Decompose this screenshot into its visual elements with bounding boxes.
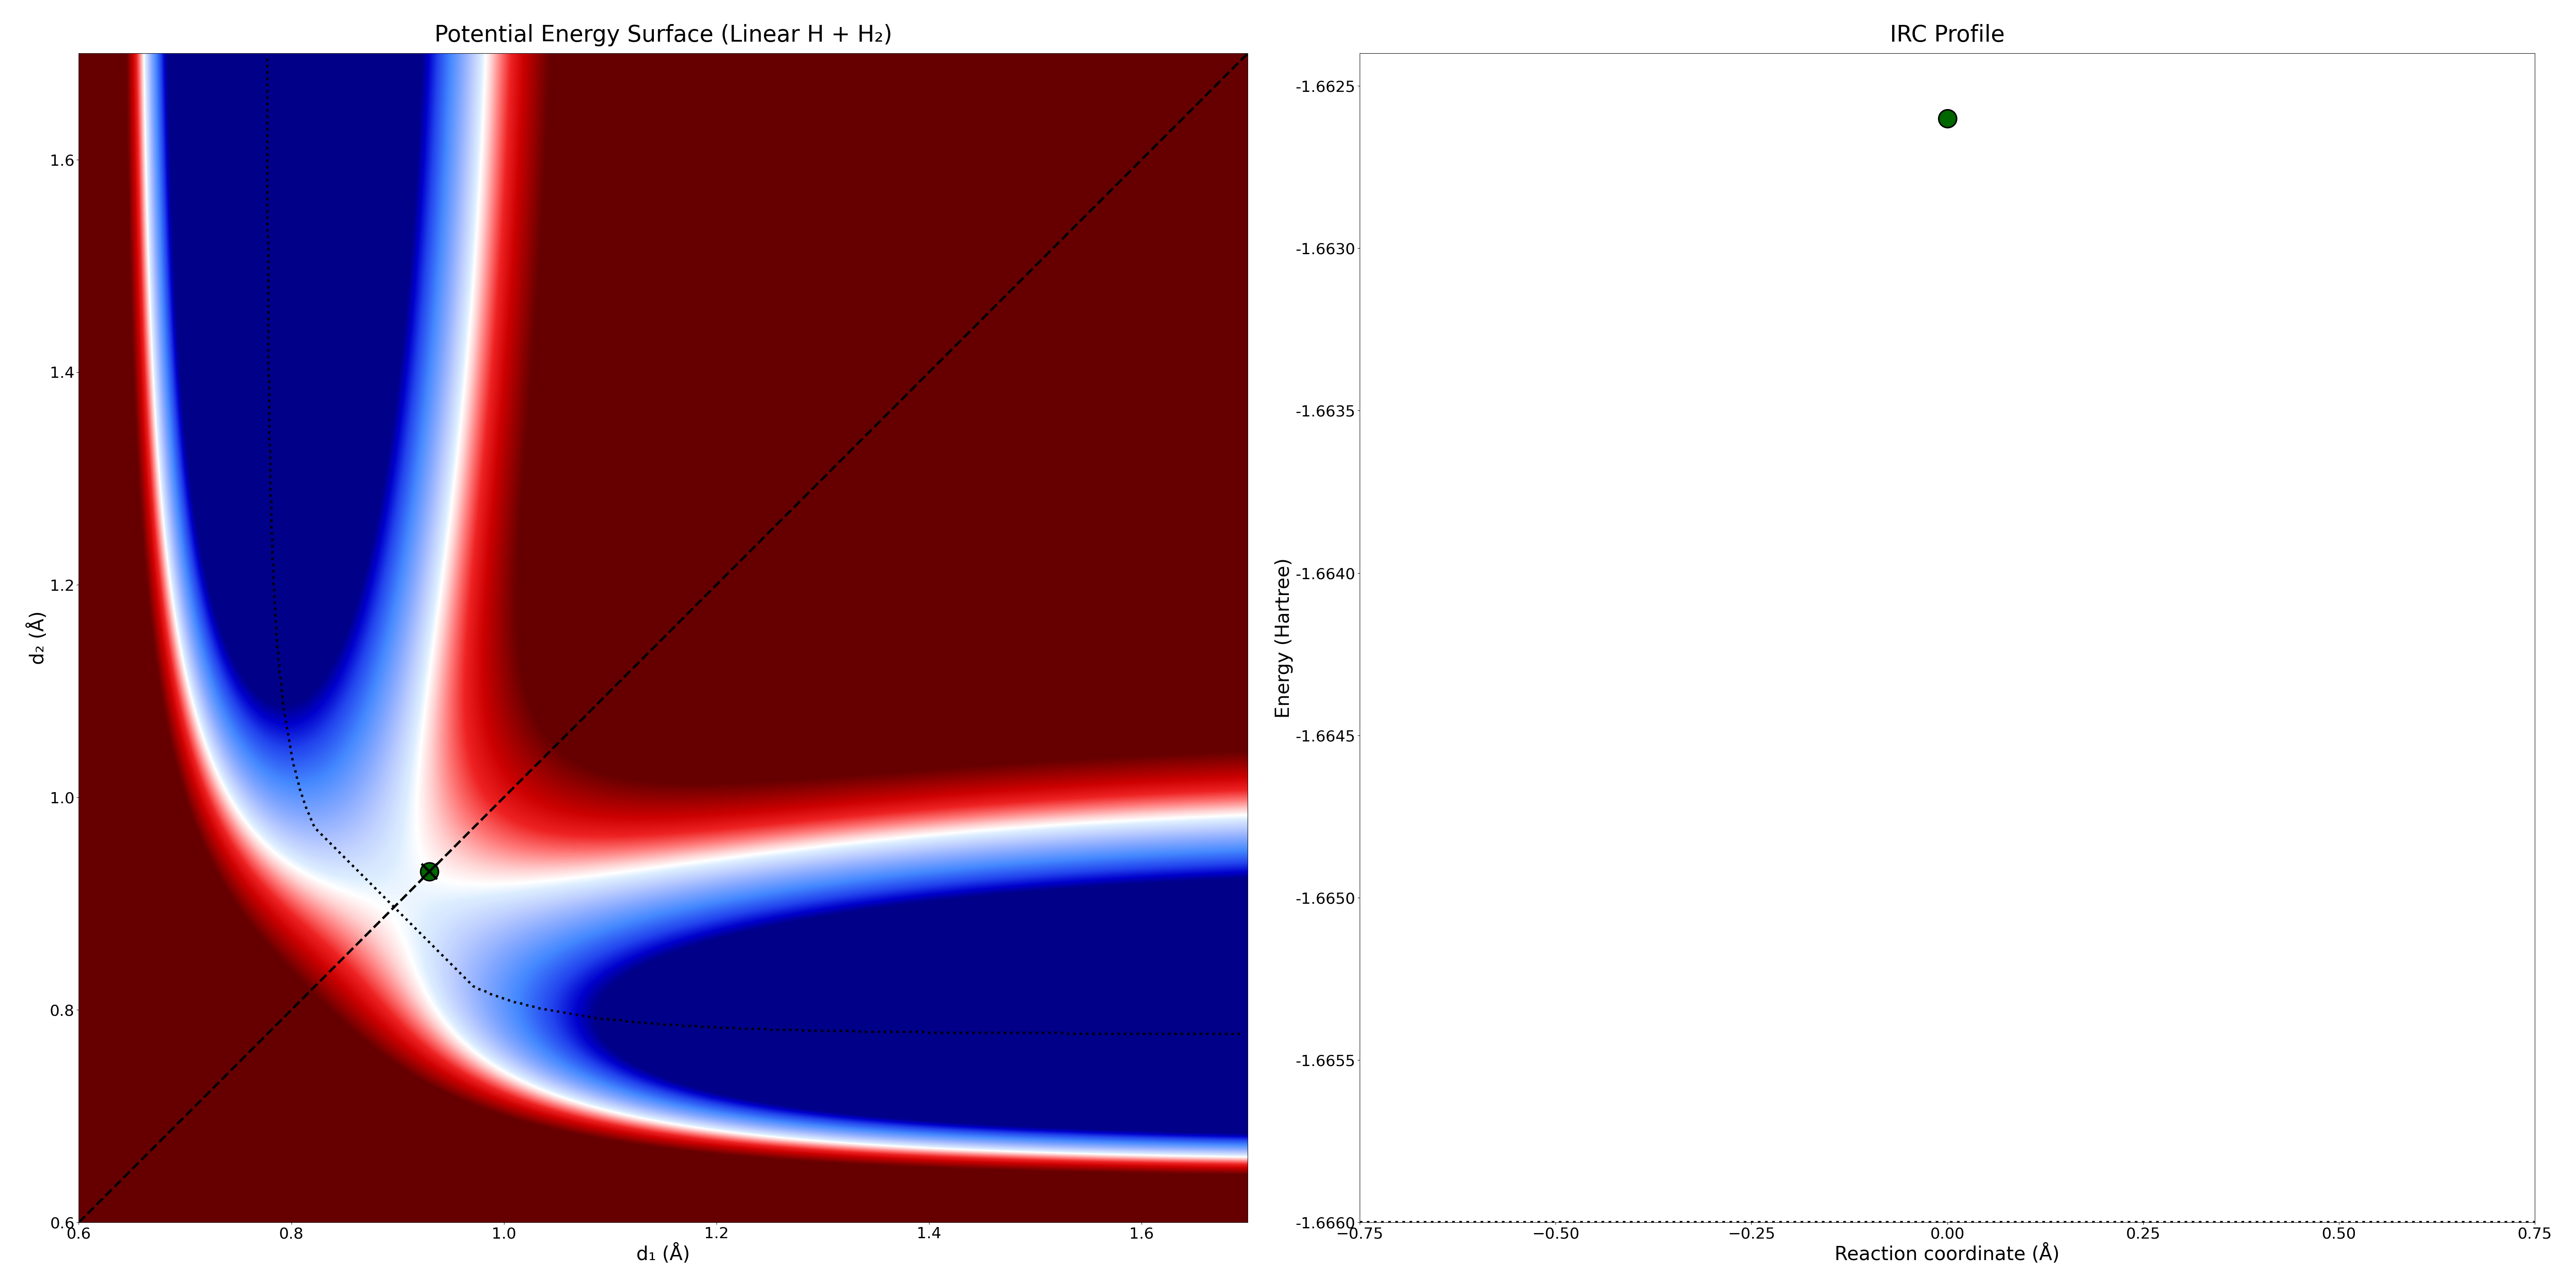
- Y-axis label: Energy (Hartree): Energy (Hartree): [1275, 558, 1293, 719]
- Y-axis label: d₂ (Å): d₂ (Å): [26, 611, 46, 665]
- X-axis label: Reaction coordinate (Å): Reaction coordinate (Å): [1834, 1244, 2061, 1264]
- Title: Potential Energy Surface (Linear H + H₂): Potential Energy Surface (Linear H + H₂): [435, 24, 891, 46]
- Title: IRC Profile: IRC Profile: [1891, 24, 2004, 46]
- X-axis label: d₁ (Å): d₁ (Å): [636, 1244, 690, 1264]
